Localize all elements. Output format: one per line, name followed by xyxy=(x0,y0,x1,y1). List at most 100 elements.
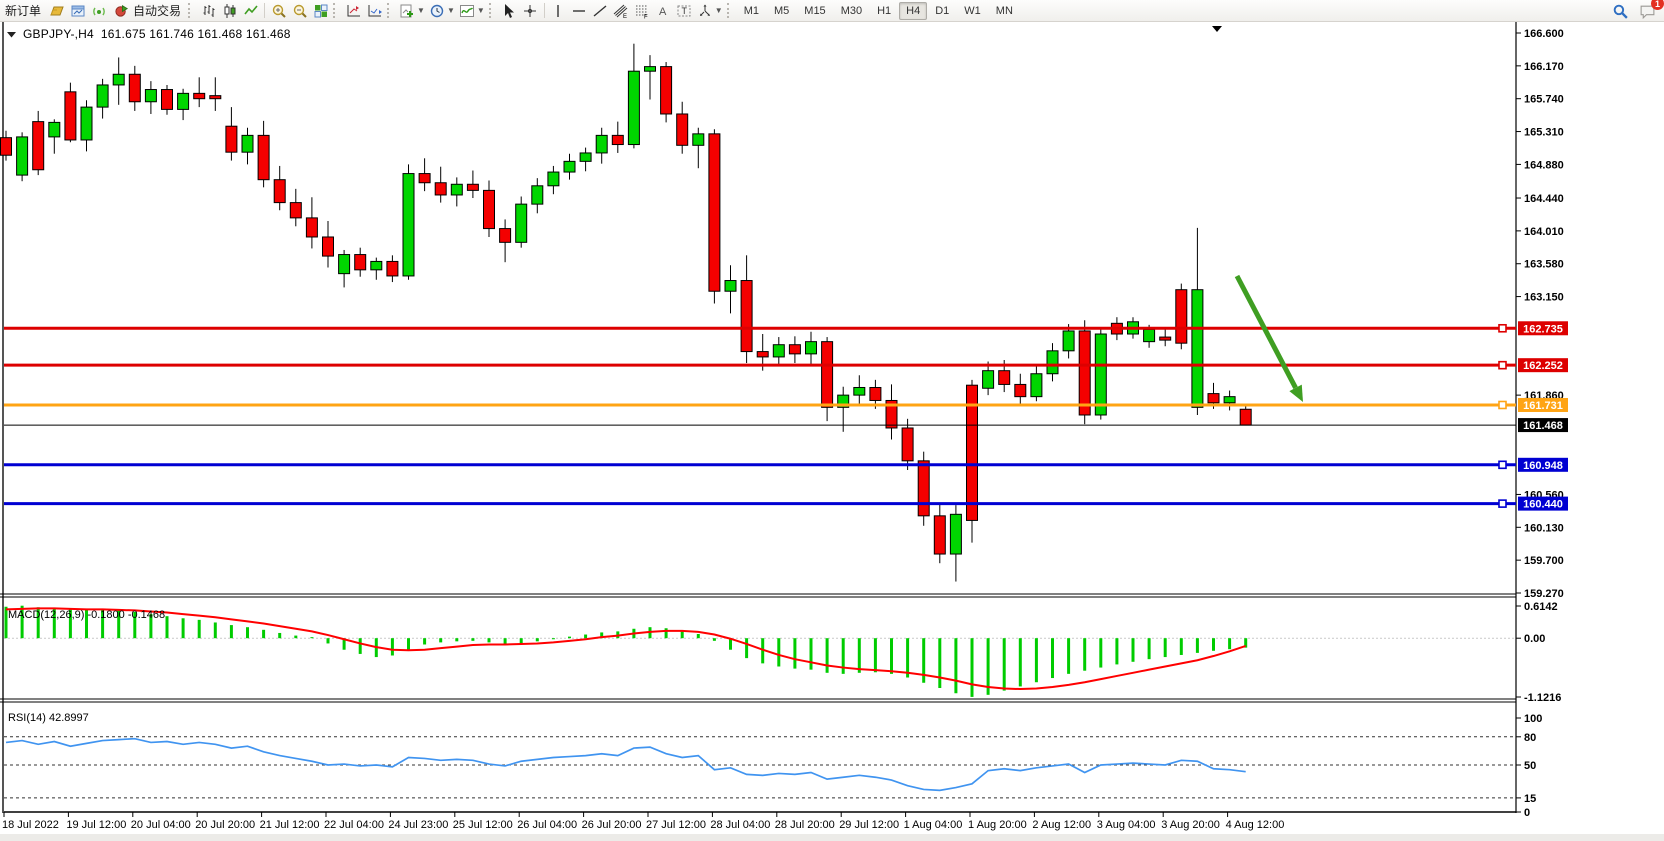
level-line-160.948[interactable]: 160.948 xyxy=(4,457,1568,472)
candle xyxy=(273,179,286,204)
toolbar-right: 1 xyxy=(1610,0,1664,22)
svg-text:166.600: 166.600 xyxy=(1524,28,1564,40)
level-line-162.252[interactable]: 162.252 xyxy=(4,358,1568,373)
time-label: 3 Aug 20:00 xyxy=(1161,819,1220,831)
candlestick-mode-button[interactable] xyxy=(219,1,240,21)
zoom-in-icon xyxy=(271,3,287,19)
timeframe-m5[interactable]: M5 xyxy=(774,4,790,17)
level-line-160.440[interactable]: 160.440 xyxy=(4,496,1568,511)
timeframe-h4[interactable]: H4 xyxy=(899,1,928,20)
timeframe-m1[interactable]: M1 xyxy=(743,4,759,17)
tile-windows-icon xyxy=(313,3,329,19)
time-label: 25 Jul 12:00 xyxy=(453,819,513,831)
chart-shift-marker[interactable] xyxy=(1212,26,1222,32)
candle xyxy=(708,133,721,292)
timeframe-m15[interactable]: M15 xyxy=(804,4,826,17)
line-chart-mode-button[interactable] xyxy=(240,1,261,21)
candle xyxy=(338,254,351,275)
candle xyxy=(611,134,624,146)
cursor-button[interactable] xyxy=(499,1,520,21)
zoom-in-button[interactable] xyxy=(268,1,289,21)
svg-text:50: 50 xyxy=(1524,760,1536,772)
candle xyxy=(1046,350,1059,375)
toolbar: 新订单 自动交易 ▼ ▼ ▼ E F A T ▼ M xyxy=(0,0,1664,22)
indicators-icon xyxy=(459,3,475,19)
zoom-out-button[interactable] xyxy=(289,1,310,21)
timeframe-mn[interactable]: MN xyxy=(995,4,1013,17)
bar-chart-mode-button[interactable] xyxy=(198,1,219,21)
candle xyxy=(225,125,238,153)
candle xyxy=(370,260,383,271)
timeframe-w1[interactable]: W1 xyxy=(964,4,981,17)
candle xyxy=(772,344,785,358)
crosshair-button[interactable] xyxy=(520,1,541,21)
time-label: 21 Jul 12:00 xyxy=(260,819,320,831)
timeframe-m30[interactable]: M30 xyxy=(840,4,863,17)
market-watch-button[interactable] xyxy=(67,1,88,21)
candle xyxy=(289,202,302,219)
candle xyxy=(869,386,882,401)
candle xyxy=(144,89,157,103)
candle xyxy=(1030,373,1043,398)
candle xyxy=(16,136,29,176)
candle xyxy=(644,66,656,72)
auto-scroll-button[interactable] xyxy=(343,1,364,21)
chart-profiles-button[interactable] xyxy=(46,1,67,21)
candle xyxy=(209,95,222,100)
timeframe-d1[interactable]: D1 xyxy=(935,4,950,17)
period-button[interactable]: ▼ xyxy=(427,1,457,21)
candle xyxy=(740,280,753,353)
new-chart-button[interactable]: ▼ xyxy=(397,1,427,21)
time-label: 27 Jul 12:00 xyxy=(646,819,706,831)
svg-text:160.948: 160.948 xyxy=(1523,460,1563,472)
candle xyxy=(933,515,946,555)
new-order-button[interactable]: 新订单 xyxy=(0,1,46,21)
text-label-button[interactable]: T xyxy=(674,1,695,21)
trend-arrow-annotation[interactable] xyxy=(1234,274,1303,402)
cursor-icon xyxy=(501,3,517,19)
candle xyxy=(885,399,898,429)
candle xyxy=(756,351,769,358)
candle xyxy=(901,427,914,462)
equidistant-channel-button[interactable]: E xyxy=(611,1,632,21)
tile-windows-button[interactable] xyxy=(310,1,331,21)
zoom-out-icon xyxy=(292,3,308,19)
search-button[interactable] xyxy=(1610,1,1631,21)
candle xyxy=(853,386,866,396)
toolbar-separator xyxy=(264,3,266,18)
collapse-icon[interactable] xyxy=(7,27,16,41)
fibonacci-icon: F xyxy=(634,3,650,19)
vertical-line-button[interactable] xyxy=(548,1,569,21)
candle xyxy=(402,173,415,277)
candle xyxy=(1159,336,1172,341)
trendline-button[interactable] xyxy=(590,1,611,21)
dropdown-caret: ▼ xyxy=(446,6,455,15)
svg-text:100: 100 xyxy=(1524,713,1542,725)
candle xyxy=(1239,408,1252,426)
indicators-button[interactable]: ▼ xyxy=(457,1,487,21)
chart-canvas[interactable]: 166.600 166.170 165.740 165.310 164.880 164.4… xyxy=(0,22,1664,841)
arrows-button[interactable]: ▼ xyxy=(695,1,725,21)
candle xyxy=(805,341,817,355)
level-line-161.731[interactable]: 161.731 xyxy=(4,397,1568,412)
horizontal-line-icon xyxy=(571,3,587,19)
chart-shift-button[interactable] xyxy=(364,1,385,21)
fibonacci-button[interactable]: F xyxy=(632,1,653,21)
autotrading-button[interactable]: 自动交易 xyxy=(109,1,186,21)
candle xyxy=(1207,393,1220,404)
notifications-button[interactable]: 1 xyxy=(1637,0,1664,21)
window-chart-icon xyxy=(70,3,86,19)
text-button[interactable]: A xyxy=(653,1,674,21)
candle xyxy=(499,228,512,243)
timeframe-h1[interactable]: H1 xyxy=(877,4,892,17)
candle xyxy=(547,171,560,187)
horizontal-line-button[interactable] xyxy=(569,1,590,21)
auto-scroll-icon xyxy=(346,3,362,19)
candle xyxy=(917,460,930,517)
signals-button[interactable] xyxy=(88,1,109,21)
candle xyxy=(627,70,640,146)
dropdown-caret: ▼ xyxy=(476,6,485,15)
candle xyxy=(1175,289,1188,344)
candle xyxy=(64,91,77,141)
time-label: 18 Jul 2022 xyxy=(2,819,59,831)
